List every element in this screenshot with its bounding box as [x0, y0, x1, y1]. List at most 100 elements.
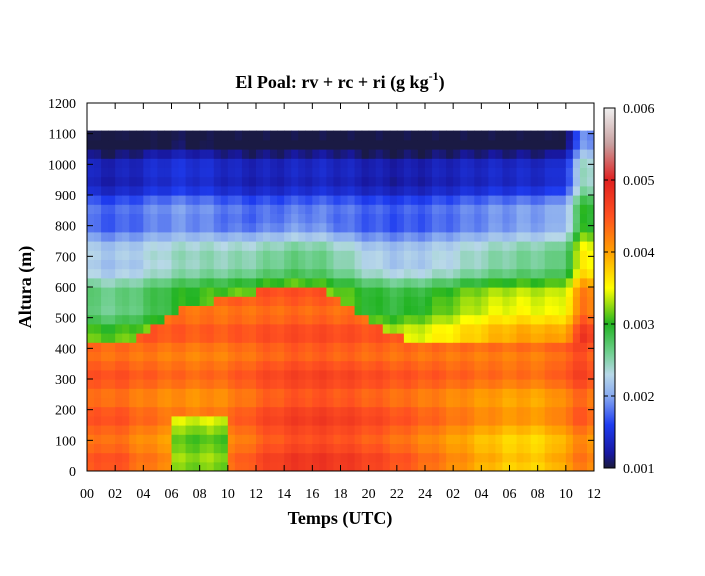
heatmap-cell — [551, 176, 560, 187]
heatmap-cell — [558, 342, 567, 352]
heatmap-cell — [143, 204, 151, 214]
heatmap-cell — [157, 333, 166, 343]
heatmap-cell — [256, 277, 264, 288]
heatmap-cell — [481, 461, 489, 471]
x-tick-label: 06 — [165, 487, 179, 502]
heatmap-cell — [213, 351, 222, 362]
y-tick-label: 100 — [55, 434, 76, 449]
heatmap-cell — [474, 185, 482, 196]
heatmap-cell — [298, 259, 306, 270]
heatmap-cell — [157, 461, 166, 471]
heatmap-cell — [136, 333, 144, 343]
heatmap-cell — [495, 259, 504, 270]
heatmap-cell — [108, 222, 116, 233]
heatmap-cell — [425, 314, 433, 325]
heatmap-cell — [417, 241, 426, 251]
heatmap-cell — [101, 406, 109, 417]
heatmap-cell — [192, 241, 201, 251]
heatmap-cell — [234, 296, 243, 306]
heatmap-cell — [178, 333, 187, 343]
heatmap-cell — [368, 231, 377, 242]
heatmap-cell — [375, 213, 384, 224]
heatmap-cell — [347, 314, 356, 325]
heatmap-cell — [277, 379, 285, 389]
heatmap-cell — [333, 342, 342, 352]
heatmap-cell — [319, 259, 328, 270]
heatmap-cell — [199, 167, 208, 178]
heatmap-cell — [150, 425, 159, 435]
heatmap-cell — [544, 204, 553, 214]
heatmap-cell — [396, 388, 405, 398]
heatmap-cell — [115, 443, 123, 454]
heatmap-cell — [382, 222, 391, 233]
heatmap-cell — [361, 195, 370, 205]
heatmap-cell — [460, 342, 468, 352]
heatmap-cell — [530, 231, 539, 242]
heatmap-cell — [460, 443, 468, 454]
heatmap-cell — [101, 351, 109, 362]
heatmap-cell — [206, 333, 215, 343]
heatmap-cell — [354, 268, 363, 279]
heatmap-cell — [481, 149, 489, 159]
heatmap-cell — [326, 342, 335, 352]
heatmap-cell — [220, 130, 229, 141]
heatmap-cell — [565, 195, 574, 205]
heatmap-cell — [460, 231, 468, 242]
heatmap-cell — [305, 259, 313, 270]
heatmap-cell — [270, 351, 278, 362]
heatmap-cell — [298, 415, 306, 426]
heatmap-cell — [396, 204, 405, 214]
heatmap-cell — [227, 351, 236, 362]
heatmap-cell — [312, 130, 320, 141]
heatmap-cell — [340, 139, 349, 150]
heatmap-cell — [340, 287, 349, 297]
heatmap-cell — [375, 195, 384, 205]
heatmap-cell — [347, 388, 356, 398]
heatmap-cell — [488, 222, 497, 233]
heatmap-cell — [565, 351, 574, 362]
y-tick-label: 800 — [55, 220, 76, 235]
heatmap-cell — [150, 195, 159, 205]
heatmap-cell — [516, 360, 525, 371]
heatmap-cell — [551, 388, 560, 398]
heatmap-cell — [530, 241, 539, 251]
heatmap-cell — [417, 369, 426, 380]
heatmap-cell — [256, 333, 264, 343]
heatmap-cell — [319, 204, 328, 214]
heatmap-cell — [178, 130, 187, 141]
heatmap-cell — [586, 222, 594, 233]
heatmap-cell — [579, 213, 588, 224]
heatmap-cell — [467, 241, 475, 251]
heatmap-cell — [129, 415, 137, 426]
heatmap-cell — [495, 369, 504, 380]
heatmap-cell — [87, 388, 95, 398]
x-tick-label: 20 — [362, 487, 376, 502]
heatmap-cell — [157, 195, 166, 205]
heatmap-cell — [284, 167, 292, 178]
heatmap-cell — [432, 185, 440, 196]
heatmap-cell — [565, 241, 574, 251]
heatmap-cell — [241, 305, 250, 316]
heatmap-cell — [403, 204, 412, 214]
heatmap-cell — [425, 323, 433, 334]
heatmap-cell — [495, 287, 504, 297]
heatmap-cell — [234, 443, 243, 454]
heatmap-cell — [136, 305, 144, 316]
heatmap-cell — [213, 241, 222, 251]
heatmap-cell — [509, 259, 518, 270]
heatmap-cell — [474, 443, 482, 454]
heatmap-cell — [220, 397, 229, 408]
heatmap-cell — [432, 379, 440, 389]
heatmap-cell — [284, 130, 292, 141]
heatmap-cell — [586, 204, 594, 214]
heatmap-cell — [178, 241, 187, 251]
heatmap-cell — [446, 185, 454, 196]
heatmap-cell — [488, 333, 497, 343]
heatmap-cell — [382, 452, 391, 463]
heatmap-cell — [565, 314, 574, 325]
heatmap-cell — [263, 287, 271, 297]
colorbar-tick-label: 0.006 — [623, 102, 655, 117]
heatmap-cell — [256, 222, 264, 233]
heatmap-cell — [347, 333, 356, 343]
heatmap-cell — [178, 195, 187, 205]
